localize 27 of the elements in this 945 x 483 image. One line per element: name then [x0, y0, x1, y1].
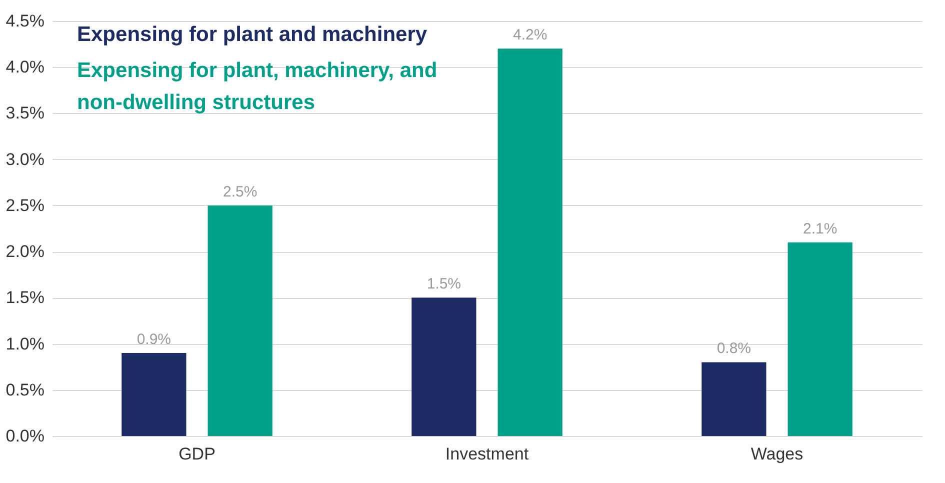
bar: [122, 353, 186, 436]
data-label: 2.5%: [222, 183, 258, 200]
y-tick-label: 1.0%: [6, 334, 44, 354]
bar: [412, 298, 476, 436]
bar: [208, 205, 272, 436]
y-tick-label: 1.5%: [6, 288, 44, 308]
data-label: 4.2%: [512, 26, 548, 44]
y-tick-label: 0.5%: [6, 380, 44, 400]
y-tick-label: 3.0%: [6, 150, 44, 169]
y-tick-label: 4.5%: [6, 12, 44, 30]
data-label: 0.9%: [136, 331, 172, 348]
bar: [498, 48, 562, 436]
x-tick-label: Investment: [445, 444, 529, 464]
y-tick-label: 4.0%: [6, 58, 44, 77]
data-label: 1.5%: [426, 276, 462, 293]
bar: [788, 242, 852, 436]
data-label: 0.8%: [716, 340, 752, 358]
y-tick-label: 0.0%: [6, 426, 44, 446]
text: Expensing for plant, machinery, and non-dwelling structures: [77, 59, 438, 114]
data-label: 2.1%: [802, 220, 838, 238]
text: Expensing for plant and machinery: [77, 23, 428, 46]
bar: [702, 362, 766, 436]
y-tick-label: 2.5%: [6, 196, 44, 215]
x-tick-label: Wages: [750, 444, 804, 464]
x-tick-label: GDP: [178, 444, 216, 464]
y-tick-label: 2.0%: [6, 242, 44, 262]
y-tick-label: 3.5%: [6, 104, 44, 123]
